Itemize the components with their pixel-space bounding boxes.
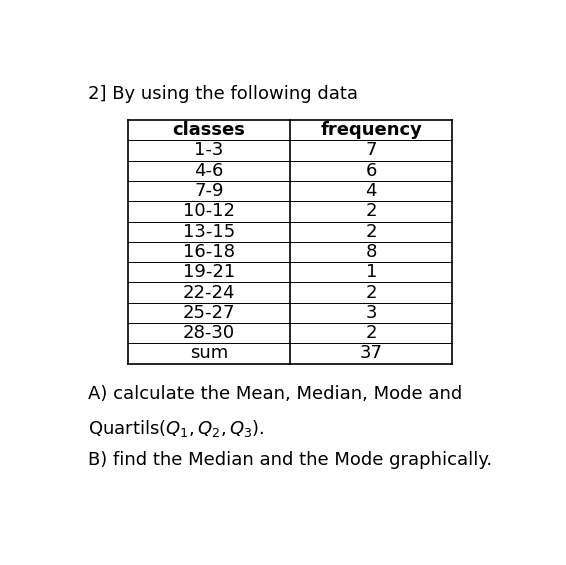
Text: 2: 2 — [366, 324, 377, 342]
Text: 2: 2 — [366, 284, 377, 302]
Text: 8: 8 — [366, 243, 377, 261]
Text: 10-12: 10-12 — [183, 202, 235, 220]
Text: 7: 7 — [366, 141, 377, 159]
Text: 22-24: 22-24 — [183, 284, 235, 302]
Text: 13-15: 13-15 — [183, 223, 235, 241]
Text: 6: 6 — [366, 162, 377, 180]
Text: 2] By using the following data: 2] By using the following data — [88, 85, 358, 103]
Text: 3: 3 — [366, 304, 377, 322]
Text: 4: 4 — [366, 182, 377, 200]
Text: 19-21: 19-21 — [183, 263, 235, 281]
Text: 28-30: 28-30 — [183, 324, 235, 342]
Text: 4-6: 4-6 — [194, 162, 224, 180]
Text: 37: 37 — [360, 345, 383, 363]
Text: 25-27: 25-27 — [183, 304, 235, 322]
Text: A) calculate the Mean, Median, Mode and: A) calculate the Mean, Median, Mode and — [88, 385, 462, 403]
Text: 2: 2 — [366, 223, 377, 241]
Text: 1-3: 1-3 — [194, 141, 224, 159]
Text: 7-9: 7-9 — [194, 182, 224, 200]
Text: 16-18: 16-18 — [183, 243, 235, 261]
Text: 2: 2 — [366, 202, 377, 220]
Text: classes: classes — [173, 121, 246, 139]
Text: B) find the Median and the Mode graphically.: B) find the Median and the Mode graphica… — [88, 451, 492, 468]
Text: sum: sum — [190, 345, 228, 363]
Text: Quartils($Q_1, Q_2, Q_3$).: Quartils($Q_1, Q_2, Q_3$). — [88, 418, 265, 439]
Text: frequency: frequency — [320, 121, 422, 139]
Text: 1: 1 — [366, 263, 377, 281]
